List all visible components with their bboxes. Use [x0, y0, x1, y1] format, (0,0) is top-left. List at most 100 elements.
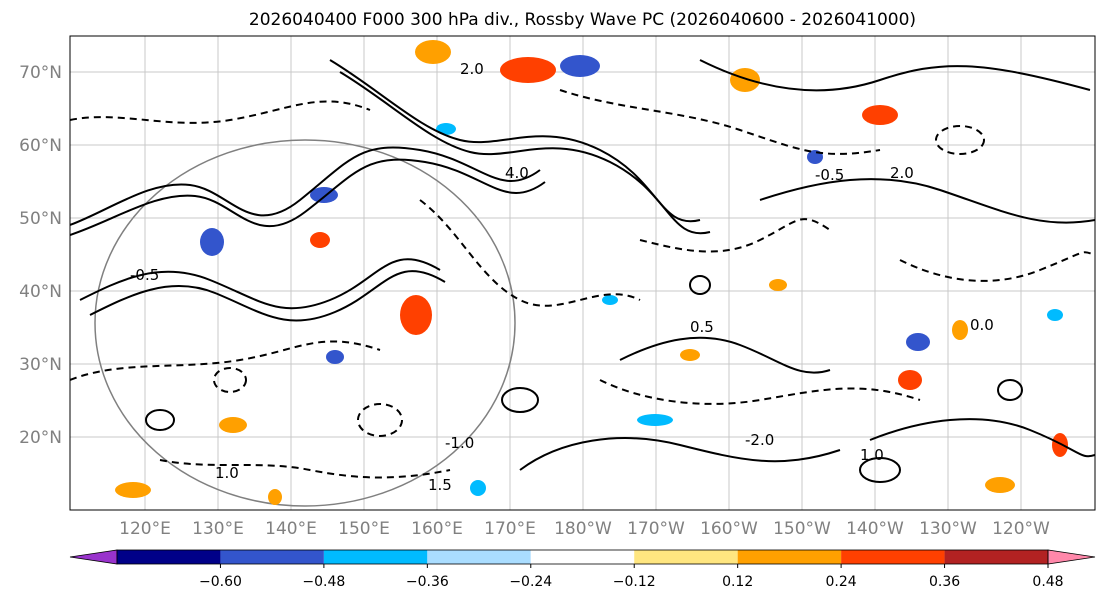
- pc-contours: [70, 59, 1095, 483]
- colorbar: −0.60 −0.48 −0.36 −0.24 −0.12 0.12 0.24 0.36 0.4…: [69, 549, 1096, 590]
- solid-contour: [699, 59, 1091, 92]
- solid-contour: [519, 437, 841, 471]
- lon-label: 150°E: [338, 519, 390, 539]
- contour-label: 0.0: [970, 316, 994, 334]
- contour-label: 2.0: [460, 60, 484, 78]
- negative-divergence-patch: [470, 480, 486, 496]
- dashed-contour: [559, 89, 881, 155]
- positive-divergence-patch: [769, 279, 787, 291]
- solid-contour: [689, 275, 711, 295]
- colorbar-tick-label: −0.12: [613, 574, 656, 590]
- solid-contour: [759, 178, 1095, 224]
- lon-label: 150°W: [773, 519, 831, 539]
- lat-label: 70°N: [19, 63, 62, 83]
- lon-label: 170°W: [627, 519, 685, 539]
- positive-divergence-patch: [219, 417, 247, 433]
- negative-divergence-patch: [326, 350, 344, 364]
- colorbar-tick-label: 0.36: [929, 574, 960, 590]
- solid-contour: [89, 270, 446, 322]
- rossby-wave-circle: [94, 139, 516, 507]
- solid-contour: [501, 387, 539, 413]
- positive-divergence-patch: [1052, 433, 1068, 457]
- contour-label: 1.0: [215, 464, 239, 482]
- positive-divergence-patch: [862, 105, 898, 125]
- solid-contour: [70, 146, 541, 226]
- positive-divergence-patch: [268, 489, 282, 505]
- colorbar-extend-high: [1047, 549, 1096, 565]
- contour-label: 1.5: [428, 476, 452, 494]
- dashed-contour: [639, 218, 831, 253]
- lon-label: 170°E: [484, 519, 536, 539]
- positive-divergence-patch: [898, 370, 922, 390]
- colorbar-tick-label: −0.24: [509, 574, 552, 590]
- lat-label: 40°N: [19, 282, 62, 302]
- positive-divergence-patch: [730, 68, 760, 92]
- lat-label: 30°N: [19, 355, 62, 375]
- solid-contour: [619, 336, 831, 374]
- lat-label: 60°N: [19, 136, 62, 156]
- positive-divergence-patch: [985, 477, 1015, 493]
- solid-contour: [70, 158, 546, 236]
- lon-label: 120°E: [119, 519, 171, 539]
- colorbar-tick-label: −0.60: [199, 574, 242, 590]
- solid-contour: [79, 258, 441, 310]
- contour-label: 4.0: [505, 164, 529, 182]
- colorbar-tick-label: 0.12: [722, 574, 753, 590]
- lat-label: 20°N: [19, 428, 62, 448]
- contour-label: -0.5: [815, 166, 844, 184]
- colorbar-tick-label: −0.36: [406, 574, 449, 590]
- map-panel: 4.0 2.0 -0.5 0.5 -1.0 1.0 1.5 -2.0 0.0 -…: [69, 35, 1096, 511]
- map-title: 2026040400 F000 300 hPa div., Rossby Wav…: [248, 10, 917, 30]
- dashed-contour: [899, 251, 1095, 282]
- lon-label: 140°E: [265, 519, 317, 539]
- longitude-labels: 120°E 130°E 140°E 150°E 160°E 170°E 180°…: [119, 519, 1050, 539]
- colorbar-segment: [427, 550, 531, 564]
- negative-divergence-patch: [200, 228, 224, 256]
- dashed-contour: [935, 125, 985, 155]
- lat-label: 50°N: [19, 209, 62, 229]
- positive-divergence-patch: [400, 295, 432, 335]
- contour-label: -1.0: [445, 434, 474, 452]
- negative-divergence-patch: [602, 295, 618, 305]
- colorbar-segment: [530, 550, 635, 564]
- contour-label: -2.0: [745, 431, 774, 449]
- colorbar-tick-label: −0.48: [302, 574, 345, 590]
- colorbar-segment: [841, 550, 945, 564]
- solid-contour: [997, 379, 1023, 401]
- lon-label: 120°W: [992, 519, 1050, 539]
- negative-divergence-patch: [436, 123, 456, 135]
- dashed-contour: [357, 403, 403, 437]
- colorbar-extend-low: [69, 549, 118, 565]
- lon-label: 160°W: [700, 519, 758, 539]
- contour-label: 0.5: [690, 318, 714, 336]
- solid-contour: [145, 409, 175, 431]
- colorbar-segment: [117, 550, 221, 564]
- pc-dashed-contours: [70, 89, 1095, 479]
- contour-labels: 4.0 2.0 -0.5 0.5 -1.0 1.0 1.5 -2.0 0.0 -…: [130, 60, 994, 494]
- colorbar-segment: [634, 550, 738, 564]
- contour-label: 2.0: [890, 164, 914, 182]
- contour-label: -0.5: [130, 266, 159, 284]
- latitude-labels: 70°N 60°N 50°N 40°N 30°N 20°N: [19, 63, 62, 448]
- positive-divergence-patch: [415, 40, 451, 64]
- lon-label: 130°W: [919, 519, 977, 539]
- solid-contour: [869, 418, 1095, 458]
- positive-divergence-patch: [952, 320, 968, 340]
- dashed-contour: [70, 100, 371, 124]
- colorbar-segment: [737, 550, 842, 564]
- dashed-contour: [159, 459, 451, 479]
- positive-divergence-patch: [115, 482, 151, 498]
- colorbar-segment: [220, 550, 324, 564]
- colorbar-segment: [323, 550, 428, 564]
- positive-divergence-patch: [310, 232, 330, 248]
- negative-divergence-patch: [906, 333, 930, 351]
- contour-label: 1.0: [860, 446, 884, 464]
- positive-divergence-patch: [680, 349, 700, 361]
- lon-label: 140°W: [846, 519, 904, 539]
- negative-divergence-patch: [560, 55, 600, 77]
- dashed-contour: [213, 367, 247, 393]
- negative-divergence-patch: [637, 414, 673, 426]
- map-frame: [69, 35, 1096, 511]
- solid-contour: [859, 457, 901, 483]
